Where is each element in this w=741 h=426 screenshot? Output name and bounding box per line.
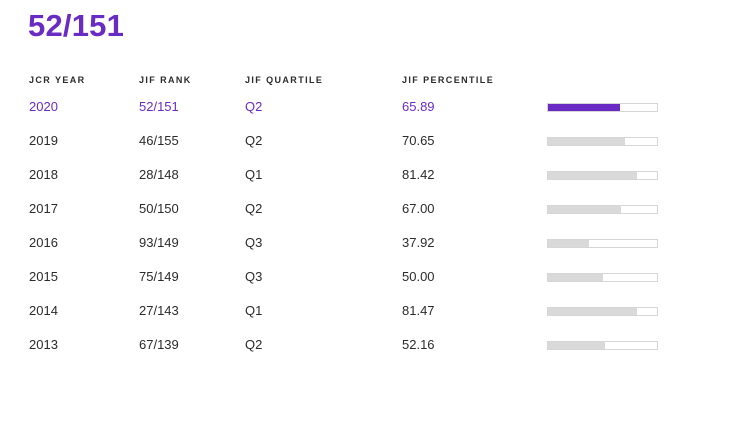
jcr-year-cell: 2020 [29, 99, 58, 114]
percentile-bar [547, 307, 658, 316]
jif-quartile-cell: Q3 [245, 269, 263, 284]
table-row: 2015 75/149 Q3 50.00 [0, 267, 741, 301]
jcr-year-cell: 2018 [29, 167, 58, 182]
jif-quartile-cell: Q2 [245, 337, 263, 352]
jif-quartile-cell: Q2 [245, 133, 263, 148]
percentile-bar-fill [548, 308, 637, 315]
column-header-jif-percentile: JIF PERCENTILE [402, 75, 495, 85]
jif-rank-cell: 28/148 [139, 167, 179, 182]
percentile-bar-fill [548, 172, 637, 179]
percentile-bar-fill [548, 104, 620, 111]
jif-percentile-cell: 81.42 [402, 167, 435, 182]
percentile-bar-fill [548, 138, 625, 145]
jif-quartile-cell: Q2 [245, 201, 263, 216]
table-row: 2016 93/149 Q3 37.92 [0, 233, 741, 267]
table-row: 2019 46/155 Q2 70.65 [0, 131, 741, 165]
jcr-year-cell: 2017 [29, 201, 58, 216]
jif-rank-cell: 50/150 [139, 201, 179, 216]
table-row: 2014 27/143 Q1 81.47 [0, 301, 741, 335]
jif-percentile-cell: 81.47 [402, 303, 435, 318]
percentile-bar [547, 239, 658, 248]
jcr-year-cell: 2016 [29, 235, 58, 250]
jcr-year-cell: 2014 [29, 303, 58, 318]
percentile-bar [547, 103, 658, 112]
jif-quartile-cell: Q3 [245, 235, 263, 250]
percentile-bar-fill [548, 206, 621, 213]
jcr-year-cell: 2015 [29, 269, 58, 284]
jif-percentile-cell: 52.16 [402, 337, 435, 352]
percentile-bar [547, 273, 658, 282]
jif-quartile-cell: Q1 [245, 167, 263, 182]
jif-rank-cell: 46/155 [139, 133, 179, 148]
jif-quartile-cell: Q2 [245, 99, 263, 114]
column-header-jcr-year: JCR YEAR [29, 75, 86, 85]
jif-rank-cell: 93/149 [139, 235, 179, 250]
table-row: 2018 28/148 Q1 81.42 [0, 165, 741, 199]
table-row: 2020 52/151 Q2 65.89 [0, 97, 741, 131]
percentile-bar-fill [548, 342, 605, 349]
jif-percentile-cell: 67.00 [402, 201, 435, 216]
jif-rank-cell: 52/151 [139, 99, 179, 114]
jif-rank-headline: 52/151 [28, 8, 125, 43]
column-header-jif-quartile: JIF QUARTILE [245, 75, 324, 85]
jcr-year-cell: 2019 [29, 133, 58, 148]
percentile-bar-fill [548, 274, 603, 281]
percentile-bar-fill [548, 240, 589, 247]
jif-percentile-cell: 37.92 [402, 235, 435, 250]
jif-percentile-cell: 65.89 [402, 99, 435, 114]
table-row: 2013 67/139 Q2 52.16 [0, 335, 741, 369]
table-row: 2017 50/150 Q2 67.00 [0, 199, 741, 233]
jcr-year-cell: 2013 [29, 337, 58, 352]
percentile-bar [547, 341, 658, 350]
percentile-bar [547, 137, 658, 146]
percentile-bar [547, 171, 658, 180]
jif-rank-cell: 75/149 [139, 269, 179, 284]
jif-percentile-cell: 50.00 [402, 269, 435, 284]
percentile-bar [547, 205, 658, 214]
jif-quartile-cell: Q1 [245, 303, 263, 318]
jif-percentile-cell: 70.65 [402, 133, 435, 148]
jif-rank-cell: 67/139 [139, 337, 179, 352]
jif-rank-cell: 27/143 [139, 303, 179, 318]
column-header-jif-rank: JIF RANK [139, 75, 192, 85]
